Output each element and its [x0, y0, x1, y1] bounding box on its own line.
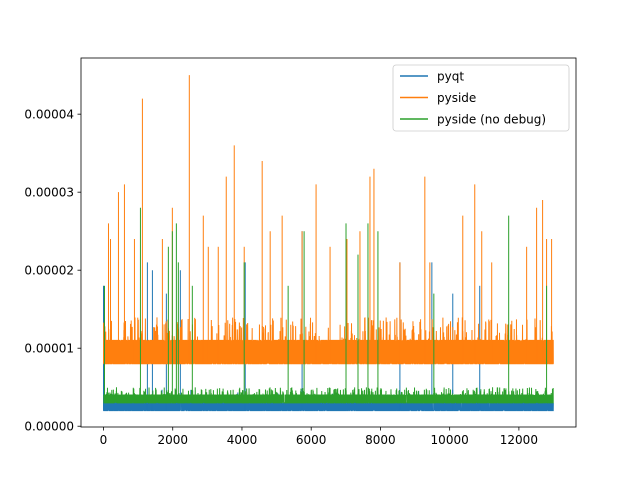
y-tick-label: 0.00004 — [24, 108, 74, 122]
y-tick-label: 0.00002 — [24, 264, 74, 278]
y-axis: 0.00000 0.00001 0.00002 0.00003 0.00004 — [24, 108, 81, 434]
legend-entry: pyqt — [400, 70, 464, 84]
legend-entry: pyside (no debug) — [400, 113, 546, 127]
x-tick-label: 10000 — [431, 433, 469, 447]
x-tick-label: 0 — [100, 433, 108, 447]
legend-box — [392, 64, 570, 132]
legend-entry: pyside — [400, 91, 476, 105]
x-tick-label: 6000 — [296, 433, 327, 447]
series-pyside — [103, 75, 554, 365]
axes-frame — [80, 57, 577, 428]
y-tick-label: 0.00000 — [24, 420, 74, 434]
legend: pyqt pyside pyside (no debug) — [392, 64, 570, 132]
x-tick-label: 2000 — [157, 433, 188, 447]
series-pyside-no-debug — [103, 207, 554, 404]
x-tick-label: 8000 — [365, 433, 396, 447]
legend-label: pyside (no debug) — [437, 113, 546, 127]
legend-label: pyside — [437, 91, 476, 105]
x-tick-label: 4000 — [227, 433, 258, 447]
y-tick-label: 0.00001 — [24, 342, 74, 356]
legend-label: pyqt — [437, 70, 464, 84]
x-axis: 0 2000 4000 6000 8000 10000 12000 — [100, 427, 538, 447]
x-tick-label: 12000 — [500, 433, 538, 447]
plot-area — [103, 75, 554, 412]
y-tick-label: 0.00003 — [24, 186, 74, 200]
